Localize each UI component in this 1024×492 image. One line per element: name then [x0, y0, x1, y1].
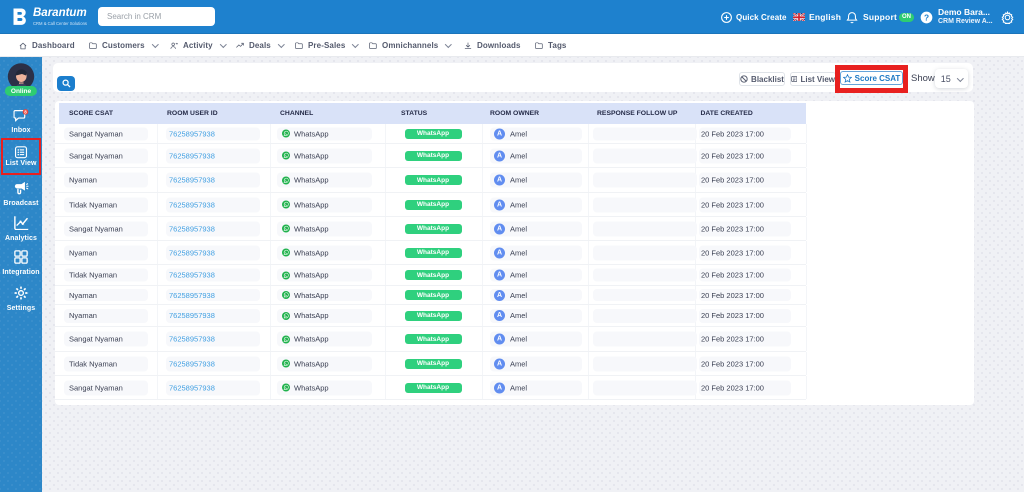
svg-text:8: 8: [24, 110, 27, 115]
svg-text:?: ?: [924, 12, 929, 22]
